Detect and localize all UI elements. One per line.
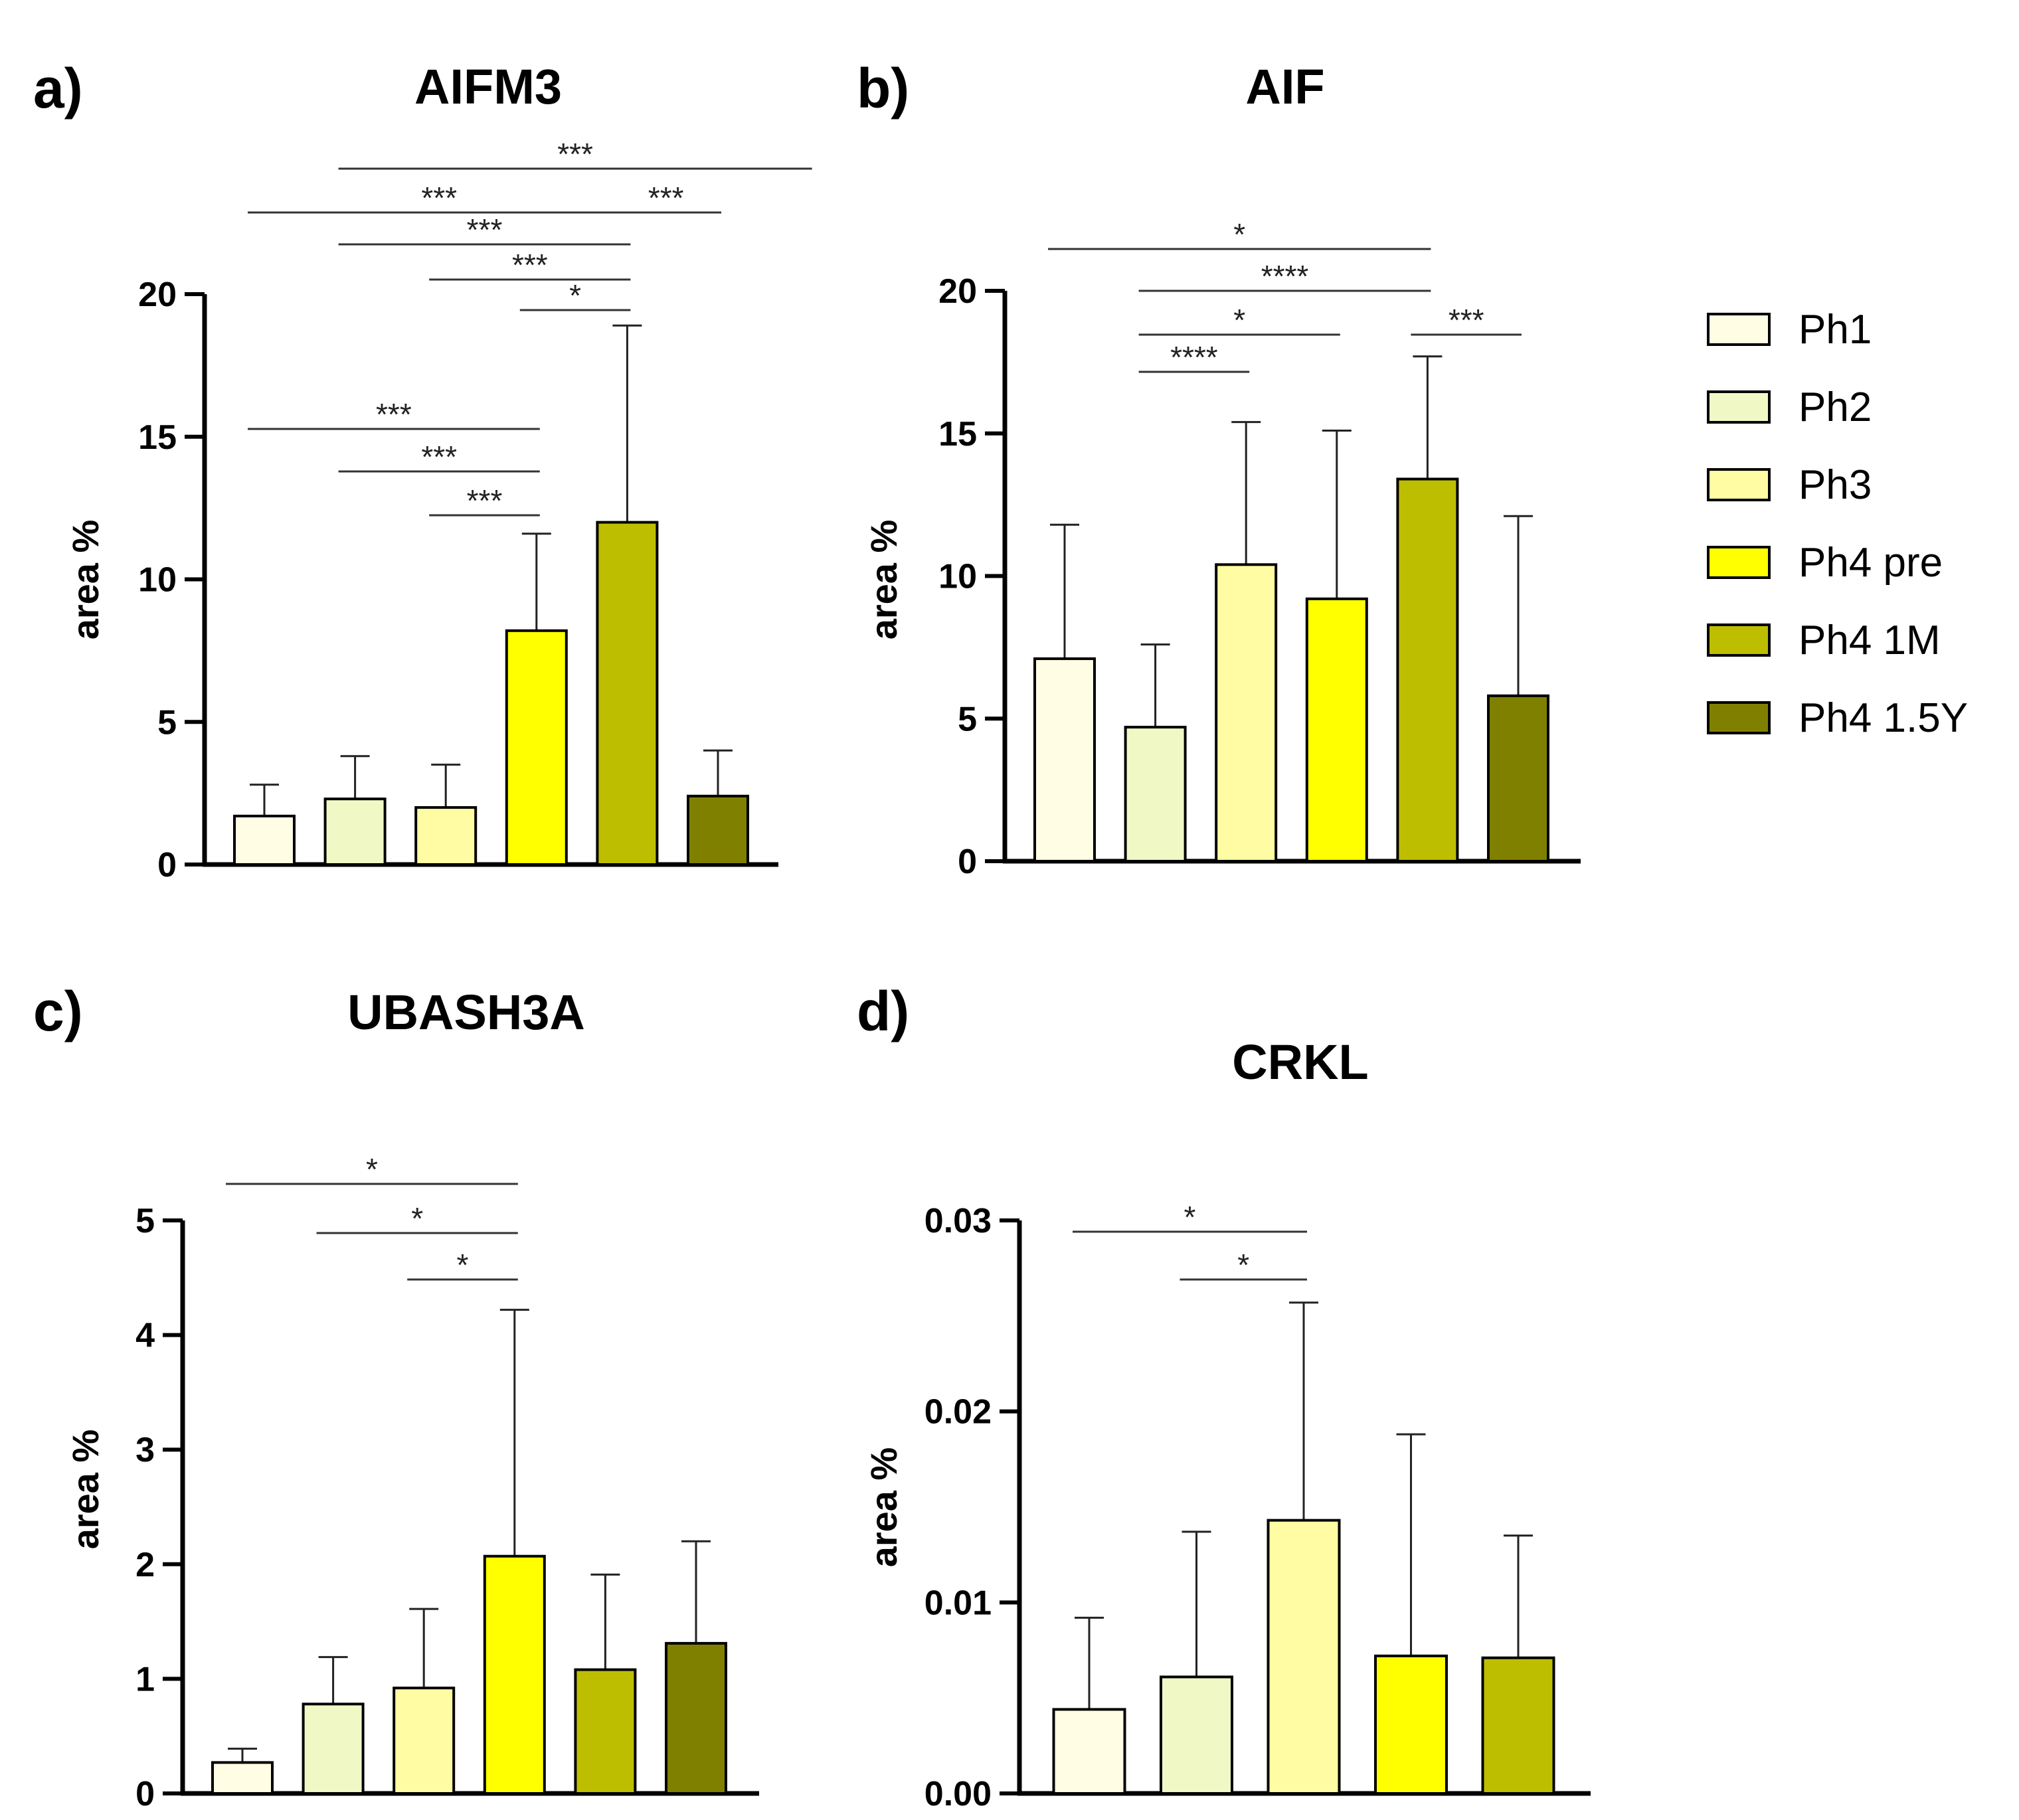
bar-ph1 [211,1761,274,1795]
bar-ph4-1m [1481,1656,1555,1795]
legend-swatch [1707,546,1771,579]
chart-title-aif: AIF [1245,59,1324,114]
y-tick-label: 1 [135,1660,155,1698]
panel-letter-c: c) [33,980,83,1042]
significance-label: * [411,1201,423,1236]
significance-label: * [1233,303,1245,337]
y-tick-label: 5 [135,1202,155,1240]
bar-ph2 [302,1702,365,1795]
chart-ubash3a: 0 1 2 3 4 5 * * * [135,1152,759,1813]
y-axis-label-b: area % [863,520,905,640]
significance-label: * [366,1152,378,1187]
significance-label: * [1184,1200,1196,1234]
y-tick-label: 5 [157,703,177,742]
panel-letter-d: d) [857,980,909,1042]
y-tick-label: 20 [138,276,177,314]
significance-label: * [569,278,581,313]
y-axis-label-a: area % [64,520,106,640]
legend: Ph1 Ph2 Ph3 Ph4 pre Ph4 1M Ph4 1.5Y [1707,307,1968,741]
legend-swatch [1707,468,1771,501]
bar-ph2 [323,797,387,866]
legend-label: Ph4 1M [1799,618,1941,663]
chart-title-crkl: CRKL [1232,1034,1369,1090]
bar-ph1 [1052,1708,1126,1795]
significance-label: * [1233,217,1245,252]
y-tick-label: 5 [958,700,977,738]
legend-swatch [1707,701,1771,734]
significance-label: *** [512,248,548,282]
legend-swatch [1707,313,1771,346]
legend-swatch [1707,623,1771,657]
legend-label: Ph3 [1799,462,1872,508]
panel-letter-a: a) [33,57,83,120]
panel-letter-b: b) [857,57,909,120]
bar-ph1 [1033,657,1096,863]
y-axis-label-c: area % [64,1430,106,1550]
bar-ph3 [1267,1519,1341,1795]
significance-label: **** [1170,340,1218,374]
y-tick-label: 0.01 [924,1584,992,1622]
y-tick-label: 0.00 [924,1775,992,1813]
bar-ph4-1m [1396,477,1459,863]
y-tick-label: 0 [157,846,177,884]
y-tick-label: 0.03 [924,1202,992,1240]
significance-label: **** [1261,259,1309,293]
y-tick-label: 0 [135,1775,155,1813]
bar-ph2 [1160,1675,1233,1795]
y-tick-label: 15 [938,415,977,454]
bar-ph3 [1215,563,1278,863]
bar-ph3 [393,1687,456,1795]
y-tick-label: 3 [135,1431,155,1469]
significance-label: *** [467,212,503,247]
bar-ph4-pre [505,629,568,866]
y-tick-label: 20 [938,272,977,311]
y-tick-label: 4 [135,1317,155,1355]
significance-label: *** [648,181,684,215]
bar-ph4-pre [1374,1654,1448,1795]
significance-label: *** [376,397,412,432]
legend-label: Ph1 [1799,307,1872,353]
legend-label: Ph4 1.5Y [1799,695,1968,741]
legend-swatch [1707,390,1771,424]
legend-label: Ph4 pre [1799,540,1943,586]
significance-label: *** [421,181,457,215]
bar-ph3 [414,806,478,866]
y-axis-label-d: area % [863,1448,905,1568]
y-tick-label: 0.02 [924,1393,992,1432]
significance-label: *** [557,137,593,171]
chart-title-aifm3: AIFM3 [414,59,562,114]
y-tick-label: 10 [938,558,977,596]
chart-crkl: 0.00 0.01 0.02 0.03 * * [924,1200,1591,1813]
significance-label: *** [1448,303,1484,337]
bar-ph4-pre [483,1554,546,1795]
chart-title-ubash3a: UBASH3A [347,985,585,1040]
bar-ph4-1-5y [665,1641,727,1795]
significance-label: * [1237,1248,1249,1282]
significance-label: * [457,1248,469,1282]
significance-label: *** [421,440,457,474]
bar-ph1 [233,814,296,866]
y-tick-label: 15 [138,418,177,457]
bar-ph4-1m [574,1668,637,1795]
y-tick-label: 10 [138,561,177,600]
bar-ph4-1m [596,521,659,866]
significance-label: *** [467,483,503,518]
bar-ph4-pre [1305,597,1368,863]
bar-ph4-1-5y [687,794,749,867]
bar-ph2 [1124,726,1187,863]
bar-ph4-1-5y [1487,694,1549,863]
y-tick-label: 2 [135,1546,155,1584]
y-tick-label: 0 [958,843,977,881]
legend-label: Ph2 [1799,384,1872,430]
